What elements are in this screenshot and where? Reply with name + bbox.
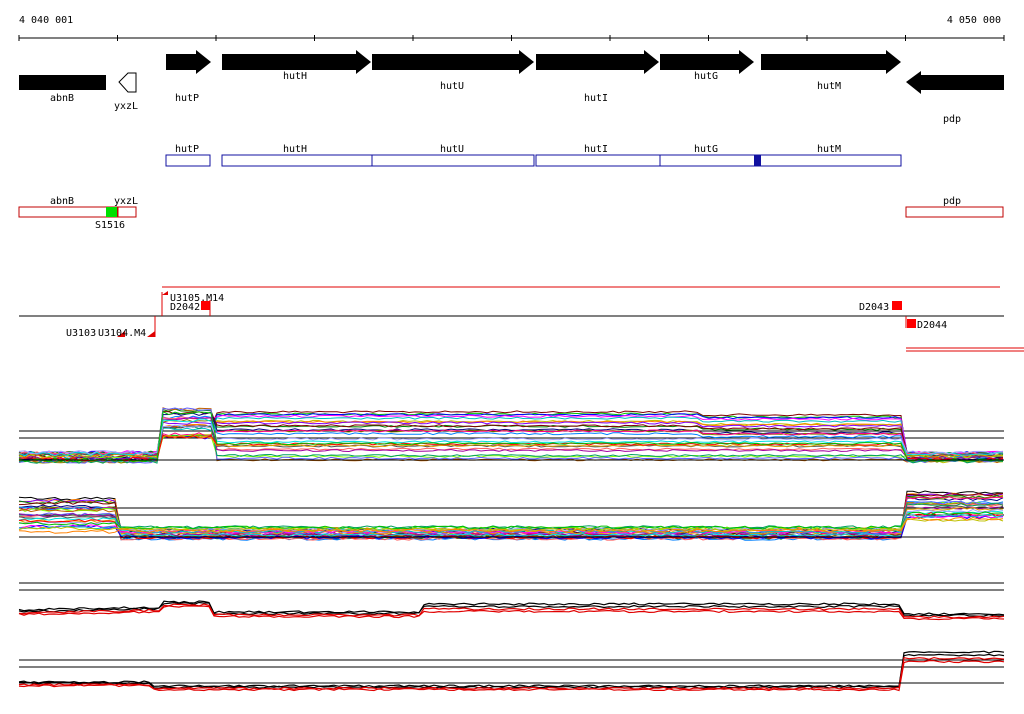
forward-box-hutG[interactable] <box>659 154 761 167</box>
reverse-box-pdp[interactable] <box>905 206 1004 218</box>
expression-series-forward <box>18 421 1004 457</box>
gene-arrow-hutM[interactable] <box>761 50 901 74</box>
gene-label-hutG: hutG <box>694 71 718 82</box>
expression-series-reverse <box>18 510 1004 538</box>
ruler-ticks <box>18 35 1005 41</box>
forward-box-hutM[interactable] <box>759 154 902 167</box>
summary-series-reverse <box>18 659 1005 692</box>
forward-box-marker <box>754 155 761 166</box>
feature-flag-u3103 <box>117 331 125 337</box>
forward-box-hutP[interactable] <box>165 154 211 167</box>
forward-label-hutI: hutI <box>584 144 608 155</box>
summary-panel-reverse <box>18 650 1005 692</box>
reverse-marker-label: S1516 <box>95 220 125 231</box>
expression-series-forward <box>18 408 1004 456</box>
forward-box-hutU[interactable] <box>371 154 535 167</box>
reverse-marker-S1516[interactable] <box>106 207 117 217</box>
reverse-box-abnB[interactable] <box>18 206 118 218</box>
reverse-strand-track: abnB yxzL pdp S1516 <box>18 196 1004 231</box>
expression-panel-reverse <box>18 490 1004 541</box>
summary-series-reverse <box>18 656 1005 691</box>
gene-arrow-pdp[interactable] <box>906 71 1004 94</box>
forward-box-hutH[interactable] <box>221 154 373 167</box>
summary-series-reverse <box>18 650 1005 688</box>
gene-arrows-track: abnB yxzL hutP hutH hutU hutI hutG hutM … <box>19 50 1004 125</box>
expression-series-forward <box>18 416 1004 463</box>
gene-label-hutH: hutH <box>283 71 307 82</box>
feature-box-d2042[interactable] <box>201 301 210 310</box>
feature-box-d2044[interactable] <box>907 319 916 328</box>
expression-series-reverse <box>18 511 1004 530</box>
gene-arrow-abnB[interactable] <box>19 75 106 90</box>
gene-label-hutU: hutU <box>440 81 464 92</box>
reverse-box-yxzL[interactable] <box>117 206 137 218</box>
expression-series-forward <box>18 424 1004 456</box>
expression-series-forward <box>18 416 1004 457</box>
summary-series-forward <box>18 605 1005 621</box>
gene-arrow-hutP[interactable] <box>166 50 211 74</box>
ruler-start-label: 4 040 001 <box>19 15 73 26</box>
gene-arrow-hutG[interactable] <box>660 50 754 74</box>
expression-series-forward <box>18 407 1004 464</box>
expression-series-forward <box>18 418 1004 457</box>
reverse-label-pdp: pdp <box>943 196 961 207</box>
forward-strand-track: hutP hutH hutU hutI hutG hutM <box>165 144 902 167</box>
expression-series-forward <box>18 435 1004 459</box>
summary-series-forward <box>18 601 1005 617</box>
summary-panel-forward <box>18 582 1005 621</box>
expression-series-forward <box>18 434 1004 459</box>
gene-arrow-hutU[interactable] <box>372 50 534 74</box>
coordinate-ruler: 4 040 001 4 050 000 <box>18 15 1005 41</box>
forward-label-hutU: hutU <box>440 144 464 155</box>
gene-arrow-hutI[interactable] <box>536 50 659 74</box>
feature-box-d2043[interactable] <box>892 301 902 310</box>
forward-label-hutG: hutG <box>694 144 718 155</box>
expression-panel-forward <box>18 407 1004 464</box>
ruler-end-label: 4 050 000 <box>947 15 1001 26</box>
feature-flag-u3105 <box>162 291 168 295</box>
expression-series-forward <box>18 411 1004 461</box>
forward-box-hutI[interactable] <box>535 154 661 167</box>
feature-label-u3105: U3105.M14 <box>170 293 224 304</box>
expression-series-reverse <box>18 492 1004 531</box>
gene-label-yxzL: yxzL <box>114 101 138 112</box>
gene-label-hutP: hutP <box>175 93 199 104</box>
feature-label-d2044: D2044 <box>917 320 947 331</box>
feature-flag-u3104 <box>147 331 155 337</box>
expression-series-forward <box>18 429 1003 457</box>
expression-series-forward <box>19 417 1004 461</box>
expression-series-reverse <box>18 502 1004 530</box>
features-track: U3105.M14 D2042 U3103 U3104.M4 D2043 D20… <box>19 286 1024 352</box>
feature-label-u3104: U3104.M4 <box>98 328 146 339</box>
feature-label-u3103: U3103 <box>66 328 96 339</box>
summary-series-forward <box>18 600 1005 616</box>
reverse-label-yxzL: yxzL <box>114 196 138 207</box>
summary-series-forward <box>18 603 1005 619</box>
expression-series-reverse <box>18 516 1004 534</box>
expression-series-forward <box>18 434 1004 462</box>
forward-label-hutM: hutM <box>817 144 841 155</box>
feature-label-d2043: D2043 <box>859 302 889 313</box>
forward-label-hutP: hutP <box>175 144 199 155</box>
gene-label-abnB: abnB <box>50 93 74 104</box>
gene-arrow-hutH[interactable] <box>222 50 371 74</box>
feature-label-d2042: D2042 <box>170 302 200 313</box>
expression-series-forward <box>18 411 1004 463</box>
reverse-label-abnB: abnB <box>50 196 74 207</box>
gene-arrow-yxzL[interactable] <box>118 72 137 93</box>
gene-label-hutI: hutI <box>584 93 608 104</box>
gene-label-pdp: pdp <box>943 114 961 125</box>
expression-series-forward <box>18 425 1004 458</box>
forward-label-hutH: hutH <box>283 144 307 155</box>
gene-label-hutM: hutM <box>817 81 841 92</box>
